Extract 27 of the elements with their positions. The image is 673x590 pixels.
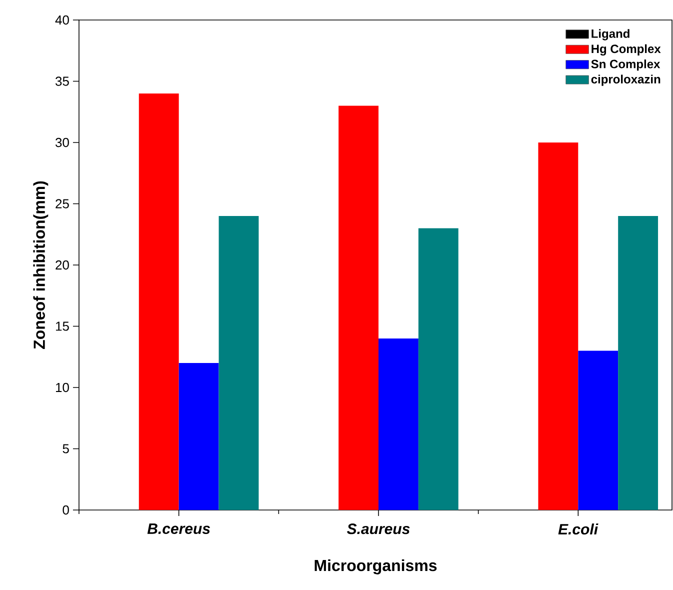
legend-label: Ligand bbox=[592, 29, 630, 40]
bar bbox=[178, 363, 219, 510]
x-axis-title: Microorganisms bbox=[314, 559, 437, 574]
x-tick-label: E.coli bbox=[558, 524, 598, 535]
y-tick-label: 0 bbox=[62, 505, 69, 515]
legend-label: Sn Complex bbox=[591, 59, 660, 71]
y-tick-label: 25 bbox=[56, 199, 69, 208]
y-tick-label: 40 bbox=[55, 15, 69, 25]
bar bbox=[618, 216, 658, 510]
y-tick-label: 35 bbox=[56, 76, 69, 86]
bar bbox=[218, 216, 259, 510]
bar bbox=[578, 350, 618, 510]
y-tick-label: 20 bbox=[56, 260, 69, 270]
y-axis-title: Zoneof inhibition(mm) bbox=[33, 181, 48, 349]
y-tick-label: 30 bbox=[56, 138, 69, 148]
legend-label: ciproloxazin bbox=[591, 74, 660, 86]
x-tick-label: B.cereus bbox=[147, 524, 210, 534]
bar bbox=[418, 228, 458, 510]
bar bbox=[538, 142, 578, 510]
y-tick-label: 10 bbox=[56, 382, 69, 392]
bar bbox=[378, 338, 418, 510]
legend-label: Hg Complex bbox=[592, 44, 661, 56]
bar bbox=[338, 106, 378, 510]
y-tick-label: 15 bbox=[56, 322, 69, 331]
bar bbox=[138, 94, 179, 510]
y-tick-label: 5 bbox=[62, 444, 69, 454]
x-tick-label: S.aureus bbox=[347, 524, 410, 534]
